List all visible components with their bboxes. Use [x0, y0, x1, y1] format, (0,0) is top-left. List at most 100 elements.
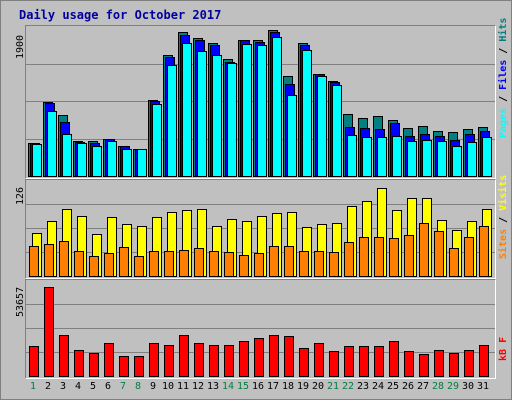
bar-hits: [362, 137, 372, 177]
visits-sites-legend: Sites / Visits: [498, 174, 509, 259]
bar-sites-day-18: [284, 246, 294, 277]
x-tick-label-8: 8: [134, 381, 142, 392]
bar-sites: [59, 241, 69, 277]
bar-sites: [104, 253, 114, 277]
bar-hits: [77, 143, 87, 177]
legend-hits: Hits: [498, 17, 509, 42]
bar-sites: [389, 238, 399, 277]
bar-hits: [137, 149, 147, 177]
bar-sites: [344, 242, 354, 277]
bar-hits-day-4: [77, 143, 87, 177]
bar-kb-f: [299, 348, 309, 377]
bar-sites: [29, 246, 39, 277]
bar-hits-day-13: [212, 55, 222, 177]
bar-hits: [32, 144, 42, 177]
bar-sites-day-13: [209, 251, 219, 277]
bar-kb-f: [209, 345, 219, 377]
bar-hits-day-11: [182, 43, 192, 177]
bar-hits-day-12: [197, 51, 207, 177]
bar-hits-day-22: [347, 135, 357, 177]
bar-sites-day-23: [359, 237, 369, 277]
bar-kb-f-day-25: [389, 341, 399, 377]
kbytes-max-label: 53657: [15, 286, 26, 317]
bar-sites: [374, 237, 384, 277]
bar-kb-f: [89, 353, 99, 377]
bar-hits-day-7: [122, 149, 132, 177]
bar-kb-f-day-27: [419, 354, 429, 377]
bar-kb-f-day-11: [179, 335, 189, 377]
bar-sites: [194, 248, 204, 277]
bar-sites-day-21: [329, 252, 339, 277]
bar-sites-day-28: [434, 231, 444, 277]
bar-sites: [164, 251, 174, 277]
bar-kb-f-day-19: [299, 348, 309, 377]
bar-sites-day-19: [299, 251, 309, 277]
bar-kb-f: [344, 346, 354, 377]
visits-sites-panel: [25, 179, 496, 279]
bar-hits-day-1: [32, 144, 42, 177]
legend-kb: kB: [498, 348, 509, 361]
bar-kb-f: [179, 335, 189, 377]
bar-sites: [239, 255, 249, 277]
x-tick-label-19: 19: [296, 381, 310, 392]
x-tick-label-16: 16: [251, 381, 265, 392]
bar-sites: [224, 252, 234, 277]
x-tick-label-20: 20: [311, 381, 325, 392]
visits-max-label: 126: [15, 186, 26, 205]
bar-kb-f-day-30: [464, 350, 474, 377]
bar-kb-f-day-8: [134, 356, 144, 377]
x-tick-label-15: 15: [236, 381, 250, 392]
bar-hits: [392, 136, 402, 177]
bar-kb-f-day-14: [224, 345, 234, 377]
bar-kb-f-day-13: [209, 345, 219, 377]
bar-hits-day-2: [47, 111, 57, 177]
bar-kb-f-day-12: [194, 343, 204, 377]
x-axis-day-labels: 1 2 3 4 5 6 7 8 9 10 11 12 13 14 15 16 17 18 19 20 21 22 23 24 2…: [25, 381, 494, 395]
bar-sites-day-9: [149, 251, 159, 277]
bar-sites: [269, 246, 279, 277]
bar-kb-f-day-5: [89, 353, 99, 377]
x-tick-label-5: 5: [89, 381, 97, 392]
bar-kb-f-day-17: [269, 335, 279, 377]
bar-sites-day-24: [374, 237, 384, 277]
bar-sites: [314, 251, 324, 277]
x-tick-label-7: 7: [119, 381, 127, 392]
x-tick-label-31: 31: [476, 381, 490, 392]
bar-sites: [74, 251, 84, 277]
bar-sites: [419, 223, 429, 277]
bar-hits: [242, 44, 252, 177]
bar-kb-f: [419, 354, 429, 377]
bar-sites-day-8: [134, 256, 144, 277]
bar-hits: [62, 134, 72, 177]
x-tick-label-3: 3: [59, 381, 67, 392]
bar-sites-day-25: [389, 238, 399, 277]
bar-kb-f: [359, 346, 369, 377]
bar-sites: [119, 247, 129, 277]
bar-hits: [272, 37, 282, 177]
bar-hits-day-27: [422, 140, 432, 177]
bar-sites-day-29: [449, 248, 459, 277]
x-tick-label-9: 9: [149, 381, 157, 392]
bar-hits: [452, 146, 462, 177]
bar-sites-day-27: [419, 223, 429, 277]
bar-kb-f-day-10: [164, 345, 174, 377]
bar-kb-f: [239, 341, 249, 377]
x-tick-label-6: 6: [104, 381, 112, 392]
hits-files-pages-panel: [25, 25, 496, 179]
x-tick-label-11: 11: [176, 381, 190, 392]
bar-sites-day-20: [314, 251, 324, 277]
bar-kb-f: [119, 356, 129, 377]
bar-kb-f-day-6: [104, 343, 114, 377]
x-tick-label-25: 25: [386, 381, 400, 392]
x-tick-label-28: 28: [431, 381, 445, 392]
x-tick-label-10: 10: [161, 381, 175, 392]
bar-sites: [464, 237, 474, 277]
bar-hits: [437, 141, 447, 177]
bar-hits-day-24: [377, 137, 387, 177]
x-tick-label-22: 22: [341, 381, 355, 392]
bar-hits: [107, 141, 117, 177]
bar-hits-day-8: [137, 149, 147, 177]
bar-kb-f: [449, 353, 459, 377]
bar-kb-f: [149, 343, 159, 377]
